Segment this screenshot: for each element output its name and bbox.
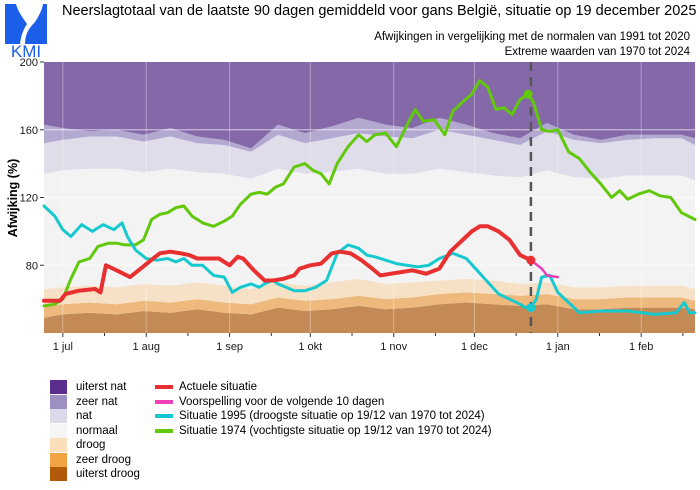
- y-tick-label: 80: [26, 260, 38, 272]
- logo-text: KMI: [11, 42, 41, 58]
- legend-label: normaal: [76, 424, 118, 437]
- band-zeer-nat: [44, 117, 695, 152]
- band-uiterst-nat: [44, 62, 695, 149]
- legend-swatch: [50, 452, 67, 467]
- band-zeer-droog: [44, 292, 695, 318]
- chart-subtitle-normals: Afwijkingen in vergelijking met de norma…: [374, 31, 690, 43]
- x-tick-label: 1 nov: [380, 341, 407, 353]
- legend-swatch: [50, 423, 67, 438]
- y-axis-label: Afwijking (%): [6, 159, 20, 237]
- legend-label: Situatie 1974 (vochtigste situatie op 19…: [179, 424, 492, 437]
- band-normaal: [44, 168, 695, 289]
- series-1974-today-point: [523, 89, 533, 99]
- kmi-logo-icon: KMI: [5, 4, 47, 61]
- legend-line-swatch: [155, 399, 173, 404]
- legend-line-swatch: [155, 385, 173, 389]
- x-tick-label: 1 feb: [629, 341, 653, 353]
- axes-layer: 80 120 160 200 1 jul 1 aug 1 sep 1 okt 1 nov 1 de…: [20, 57, 684, 353]
- legend-label: Situatie 1995 (droogste situatie op 19/1…: [179, 410, 485, 422]
- legend-line-swatch: [155, 414, 173, 418]
- x-tick-label: 1 sep: [216, 341, 243, 353]
- legend-label: uiterst nat: [76, 381, 127, 393]
- legend-swatch: [50, 438, 67, 452]
- y-tick-label: 160: [20, 125, 38, 137]
- series-1995-today-point: [526, 303, 536, 313]
- series-actuele-situatie: [42, 224, 533, 303]
- legend-swatch: [50, 380, 67, 394]
- x-tick-label: 1 aug: [132, 341, 160, 353]
- legend-line-swatch: [155, 428, 173, 433]
- chart-subtitle-extremes: Extreme waarden van 1970 tot 2024: [504, 46, 690, 58]
- band-nat: [44, 129, 695, 181]
- x-tick-label: 1 jul: [53, 341, 73, 353]
- legend-label: uiterst droog: [76, 468, 140, 480]
- x-tick-label: 1 okt: [298, 341, 322, 353]
- legend-swatch: [50, 409, 67, 423]
- chart: 80 120 160 200 1 jul 1 aug 1 sep 1 okt 1 nov 1 de…: [6, 57, 697, 353]
- legend-label: nat: [76, 410, 92, 422]
- x-tick-label: 1 jan: [546, 341, 570, 353]
- legend-label: droog: [76, 439, 106, 451]
- series-voorspelling: [529, 258, 560, 279]
- y-tick-label: 200: [20, 57, 38, 69]
- legend-label: Voorspelling voor de volgende 10 dagen: [179, 395, 385, 408]
- x-tick-label: 1 dec: [461, 341, 488, 353]
- chart-title: Neerslagtotaal van de laatste 90 dagen g…: [62, 3, 697, 19]
- legend-label: Actuele situatie: [179, 381, 257, 393]
- legend-swatch: [50, 467, 67, 481]
- series-actuele-situatie-today-point: [526, 255, 536, 265]
- legend-swatch: [50, 394, 67, 409]
- series-layer: [42, 62, 697, 333]
- kmi-logo: KMI: [3, 2, 49, 61]
- legend-label: zeer droog: [76, 453, 131, 466]
- band-droog: [44, 278, 695, 306]
- legend-label: zeer nat: [76, 395, 118, 408]
- y-tick-label: 120: [20, 193, 38, 205]
- series-1974: [42, 79, 697, 308]
